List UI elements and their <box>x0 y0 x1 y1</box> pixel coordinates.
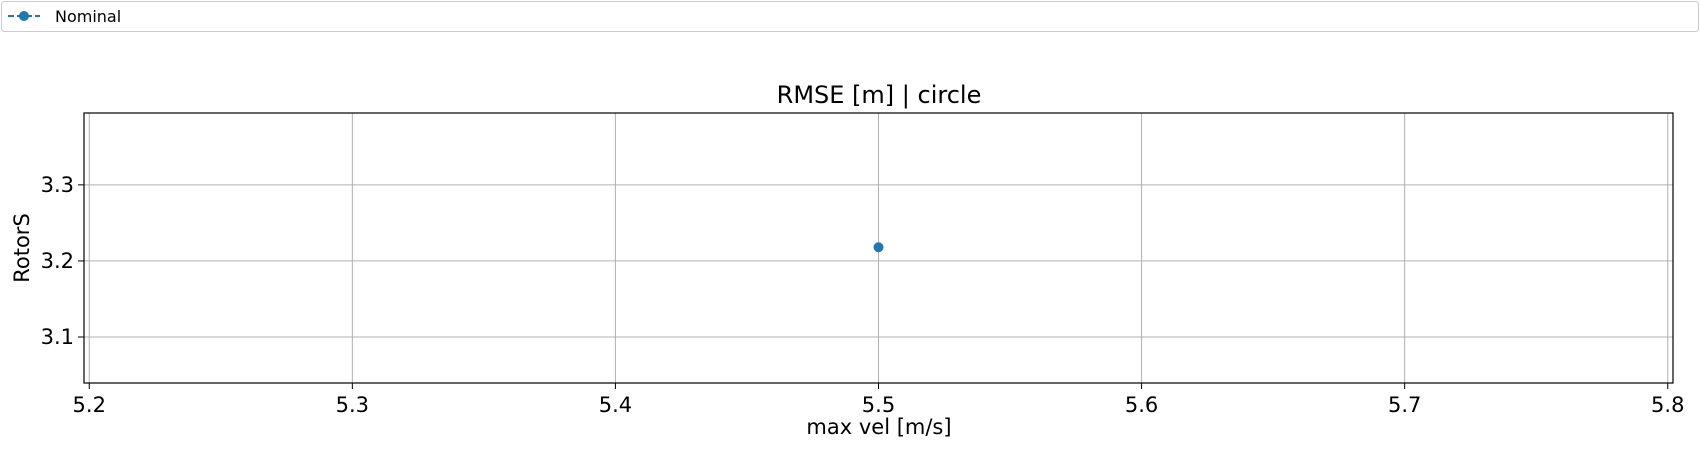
grid <box>84 113 1673 383</box>
x-tick-label: 5.4 <box>599 393 632 417</box>
x-tick-label: 5.3 <box>336 393 369 417</box>
x-axis-label: max vel [m/s] <box>806 415 951 439</box>
data-point-nominal <box>873 242 884 253</box>
x-tick-label: 5.6 <box>1125 393 1158 417</box>
y-tick-label: 3.2 <box>41 249 74 273</box>
chart-title: RMSE [m] | circle <box>777 81 982 109</box>
x-tick-label: 5.5 <box>862 393 895 417</box>
data-points <box>873 242 884 253</box>
axis-ticks: 5.2 5.3 5.4 5.5 5.6 5.7 5.8 3.1 3.2 3.3 <box>41 173 1685 417</box>
plot-area <box>83 112 1674 384</box>
y-tick-label: 3.1 <box>41 325 74 349</box>
y-axis-label: RotorS <box>10 213 34 283</box>
legend: Nominal <box>1 1 1699 32</box>
x-tick-label: 5.7 <box>1388 393 1421 417</box>
legend-marker <box>19 11 29 21</box>
y-tick-label: 3.3 <box>41 173 74 197</box>
x-tick-label: 5.2 <box>73 393 106 417</box>
legend-box <box>1 1 1699 32</box>
legend-label-nominal: Nominal <box>55 7 121 26</box>
x-tick-label: 5.8 <box>1651 393 1684 417</box>
